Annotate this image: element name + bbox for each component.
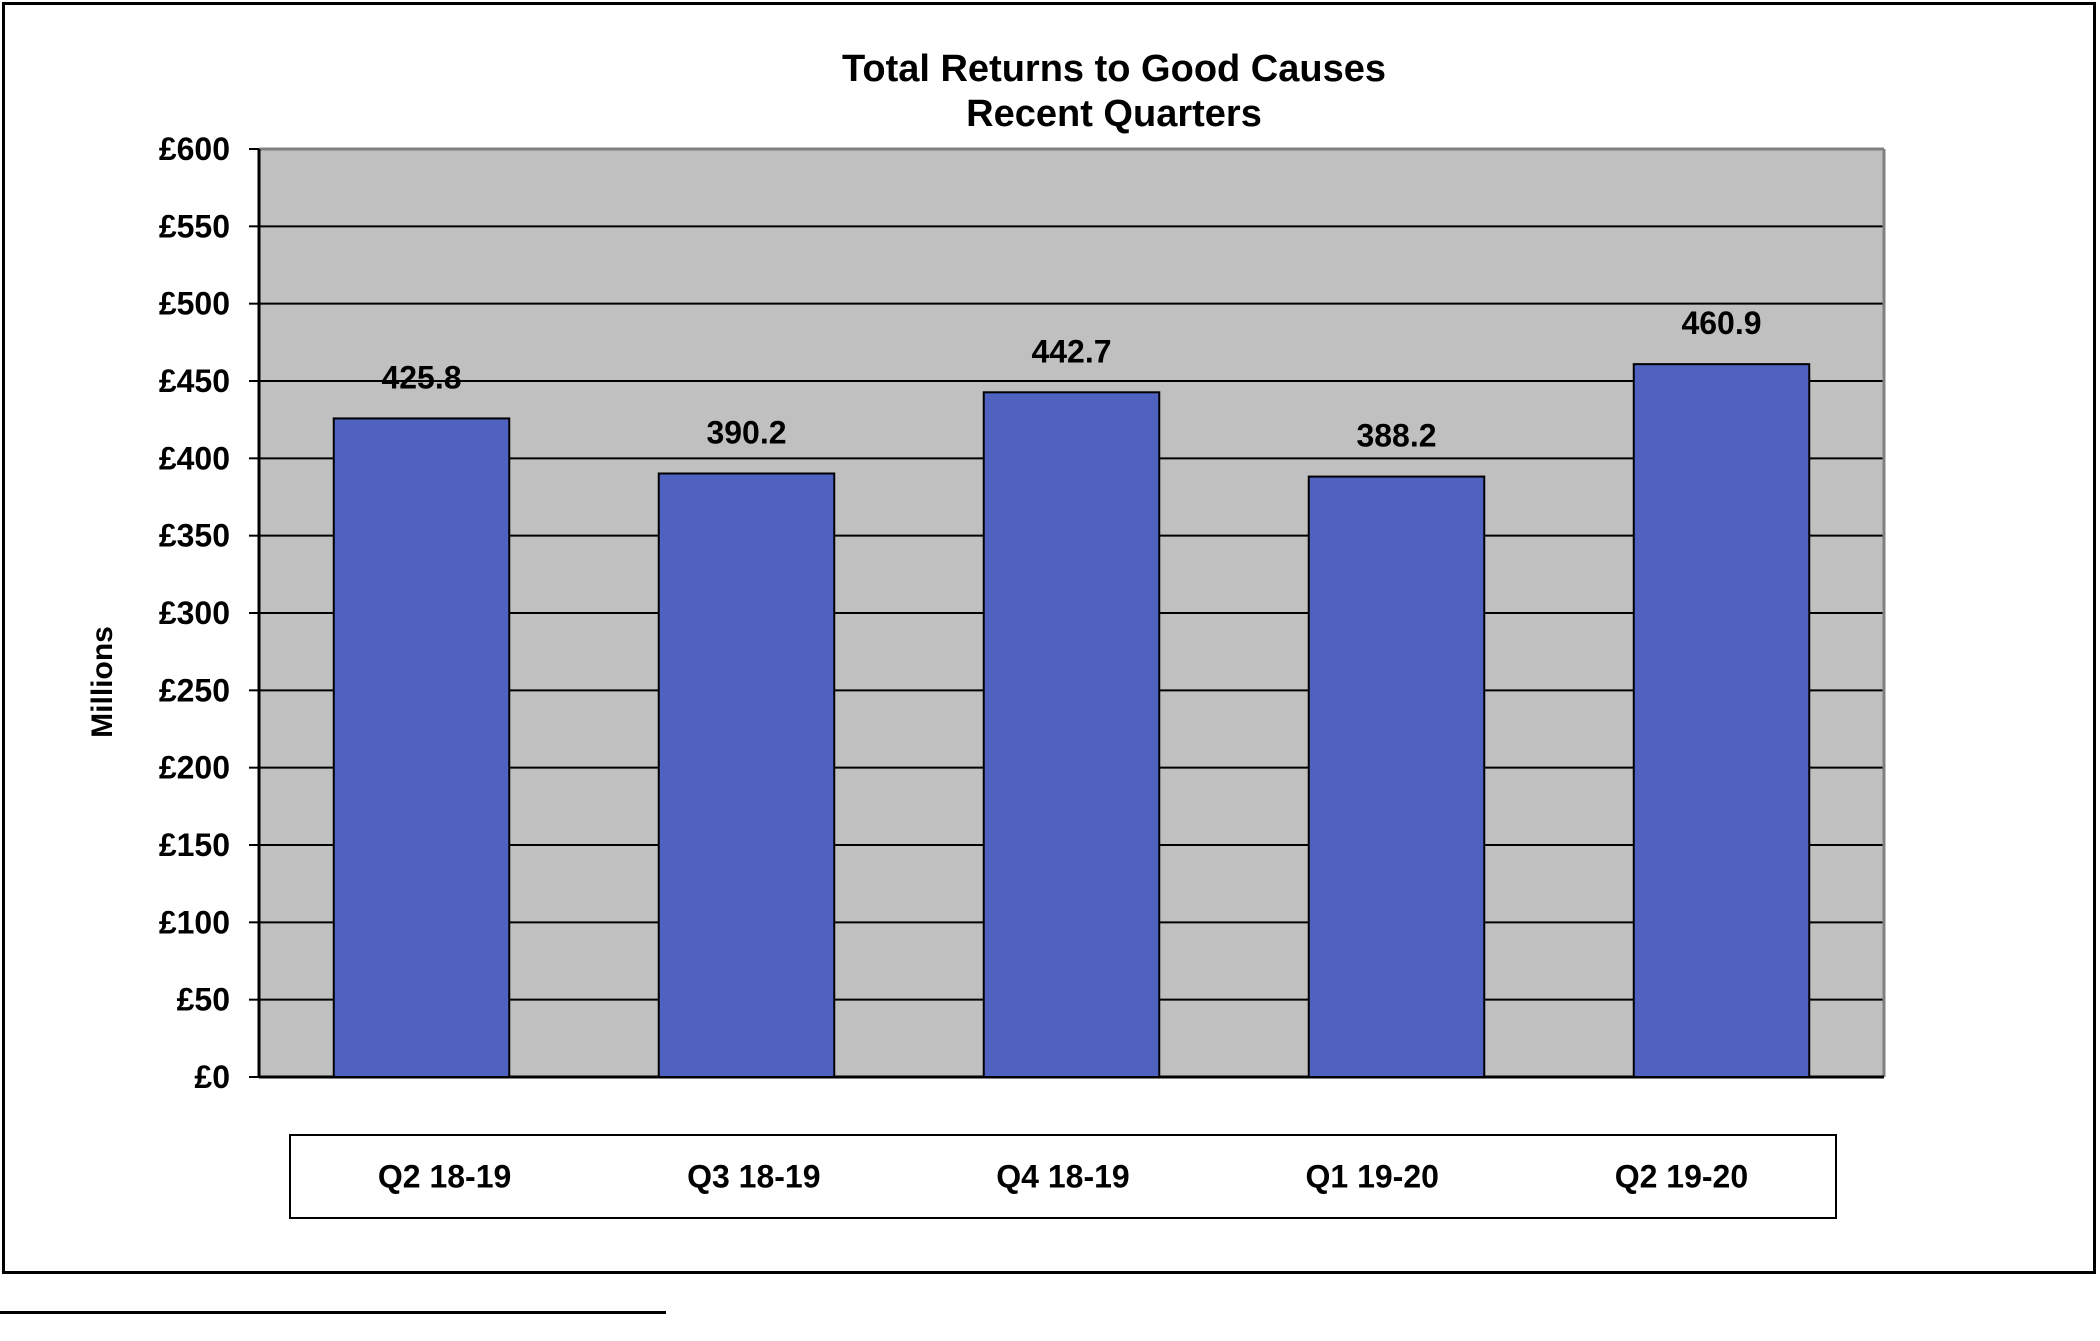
y-tick-label: £500 [159,286,230,322]
bar [657,472,836,1078]
y-tick-label: £550 [159,208,230,244]
data-label: 460.9 [1681,305,1761,341]
y-tick-label: £400 [159,440,230,476]
data-label: 442.7 [1031,333,1111,369]
data-label: 388.2 [1356,418,1436,454]
chart-subtitle: Recent Quarters [966,93,1262,135]
x-tick-label: Q2 19-20 [1615,1159,1748,1195]
x-tick-label: Q3 18-19 [687,1159,820,1195]
y-tick-label: £350 [159,518,230,554]
y-tick-label: £200 [159,750,230,786]
bar [1307,475,1486,1079]
plot-area: £0 £50 £100 £150 £200 £250 £300 £350 £400 £450 £50… [159,131,1886,1219]
bar [982,391,1161,1079]
y-tick-label: £100 [159,904,230,940]
x-tick-label: Q1 19-20 [1305,1159,1438,1195]
category-box [289,1134,1837,1219]
y-tick-label: £600 [159,131,230,167]
chart-title: Total Returns to Good Causes [842,48,1386,90]
y-tick-label: £0 [194,1059,230,1095]
footnote-rule [0,1311,666,1314]
y-tick-label: £300 [159,595,230,631]
x-tick-label: Q2 18-19 [378,1159,511,1195]
y-tick-label: £450 [159,363,230,399]
data-label: 425.8 [381,359,461,395]
bar [332,417,511,1078]
y-axis-title: Millions [86,626,119,738]
y-tick-label: £150 [159,827,230,863]
y-tick-label: £50 [177,982,230,1018]
bar [1632,363,1811,1078]
y-tick-label: £250 [159,672,230,708]
data-label: 390.2 [706,414,786,450]
x-tick-label: Q4 18-19 [996,1159,1129,1195]
